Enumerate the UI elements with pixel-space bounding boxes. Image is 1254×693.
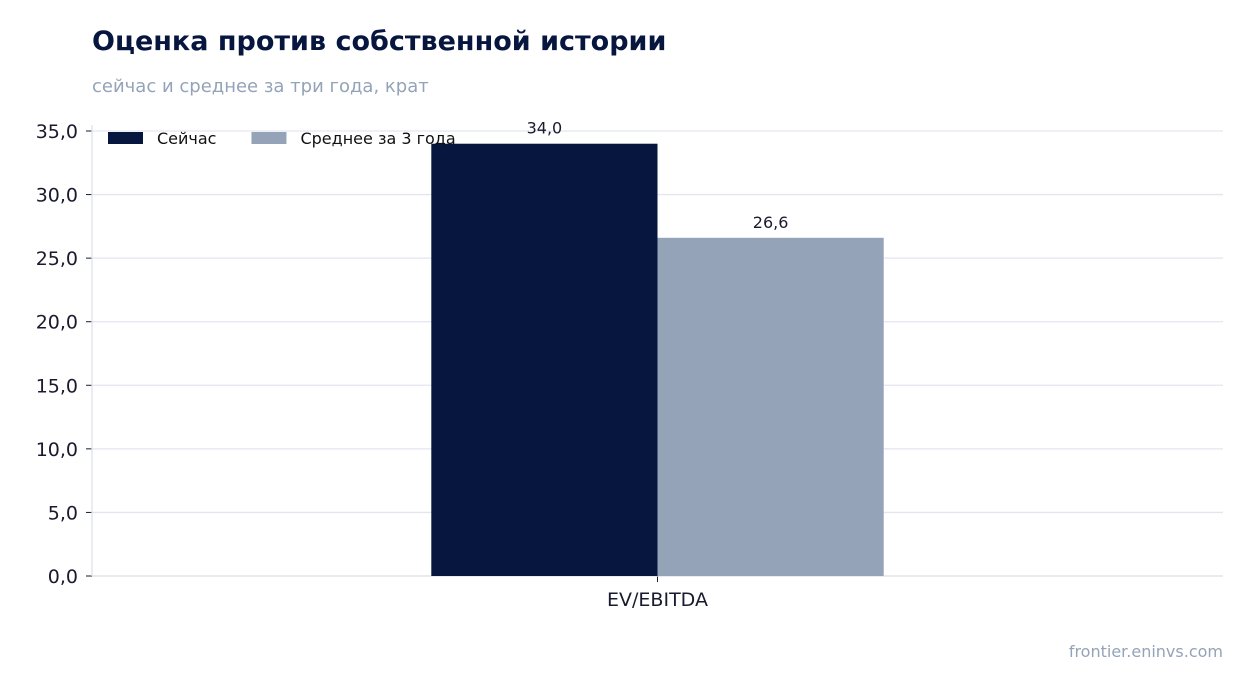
bars xyxy=(431,143,884,577)
y-tick-label: 20,0 xyxy=(36,312,78,334)
y-tick-label: 5,0 xyxy=(48,502,78,524)
y-tick-label: 25,0 xyxy=(36,248,78,270)
legend-label: Сейчас xyxy=(157,129,216,148)
legend-swatch xyxy=(251,132,287,144)
legend-swatch xyxy=(108,132,143,144)
y-tick-label: 15,0 xyxy=(36,375,78,397)
axes: 0,0 5,0 10,0 15,0 20,0 25,0 30,0 35,0 EV/EBITDA xyxy=(36,121,1223,611)
bar xyxy=(431,143,658,576)
y-tick-label: 10,0 xyxy=(36,439,78,461)
x-tick-label: EV/EBITDA xyxy=(607,589,708,611)
chart-title: Оценка против собственной истории xyxy=(92,26,667,57)
source-credit: frontier.eninvs.com xyxy=(1068,642,1223,661)
legend-label: Среднее за 3 года xyxy=(300,129,455,148)
bar xyxy=(657,237,884,577)
data-label: 34,0 xyxy=(527,119,563,138)
y-tick-label: 30,0 xyxy=(36,185,78,207)
legend: Сейчас Среднее за 3 года xyxy=(108,129,456,148)
y-tick-label: 35,0 xyxy=(36,121,78,143)
data-label: 26,6 xyxy=(753,213,789,232)
chart-subtitle: сейчас и среднее за три года, крат xyxy=(92,76,429,97)
y-tick-label: 0,0 xyxy=(48,566,78,588)
data-labels: 34,0 26,6 xyxy=(527,119,789,232)
